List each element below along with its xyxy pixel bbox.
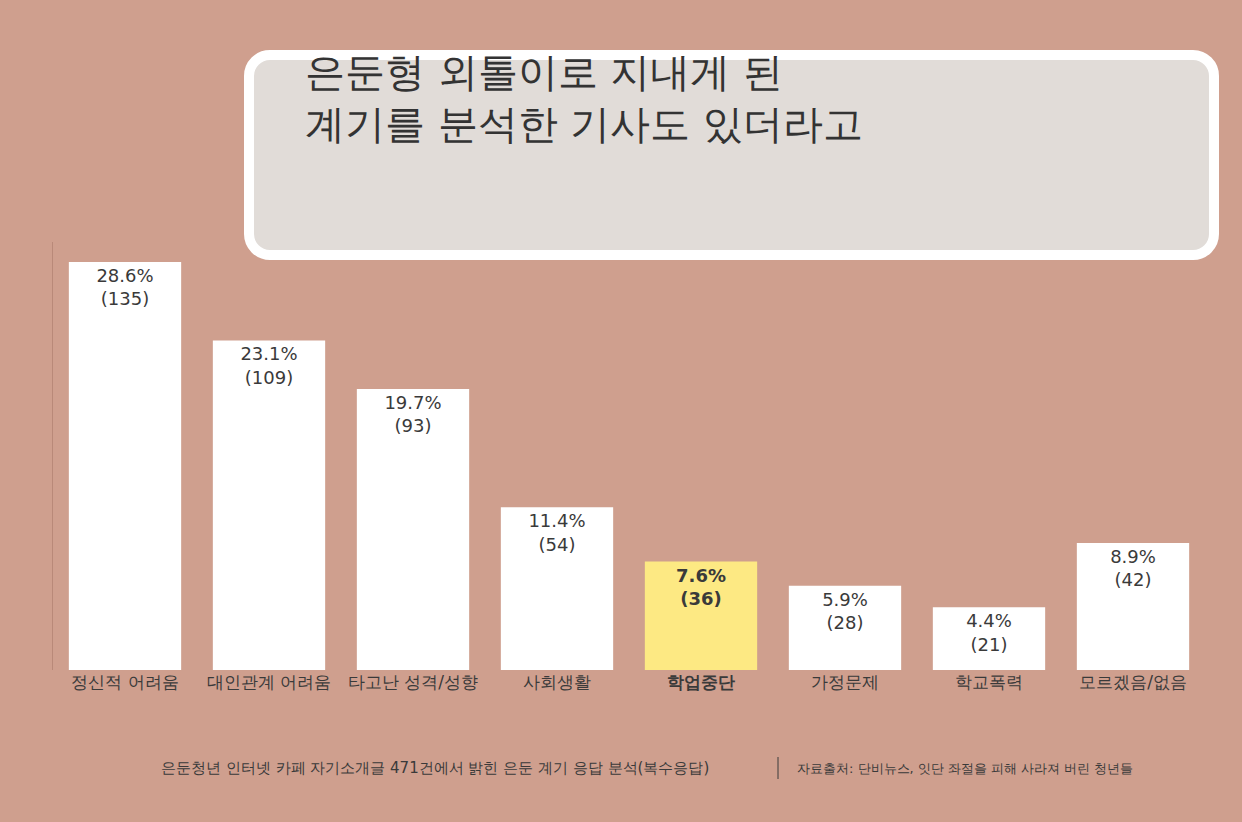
svg-text:자료출처: 단비뉴스, 잇단 좌절을 피해 사라져 버린 청: 자료출처: 단비뉴스, 잇단 좌절을 피해 사라져 버린 청년들: [797, 761, 1133, 776]
svg-text:5.9%(28): 5.9%(28): [822, 589, 868, 633]
svg-text:8.9%(42): 8.9%(42): [1110, 546, 1156, 590]
svg-text:가정문제: 가정문제: [811, 672, 879, 692]
svg-text:7.6%(36): 7.6%(36): [676, 565, 726, 609]
svg-text:23.1%(109): 23.1%(109): [240, 343, 297, 387]
svg-text:학업중단: 학업중단: [667, 672, 735, 692]
svg-text:28.6%(135): 28.6%(135): [96, 265, 153, 309]
svg-text:4.4%(21): 4.4%(21): [966, 610, 1012, 654]
svg-text:타고난 성격/성향: 타고난 성격/성향: [348, 672, 478, 692]
svg-text:학교폭력: 학교폭력: [955, 672, 1023, 692]
svg-text:정신적 어려움: 정신적 어려움: [71, 672, 178, 692]
svg-text:사회생활: 사회생활: [523, 672, 591, 692]
svg-text:은둔청년 인터넷 카페 자기소개글 471건에서 밝힌 은둔: 은둔청년 인터넷 카페 자기소개글 471건에서 밝힌 은둔 계기 응답 분석(…: [161, 759, 709, 777]
svg-text:은둔형 외톨이로 지내게 된계기를 분석한 기사도 있더라고: 은둔형 외톨이로 지내게 된계기를 분석한 기사도 있더라고: [305, 49, 863, 147]
svg-text:19.7%(93): 19.7%(93): [384, 392, 441, 436]
svg-text:대인관계 어려움: 대인관계 어려움: [207, 672, 331, 692]
svg-text:모르겠음/없음: 모르겠음/없음: [1079, 672, 1187, 692]
svg-text:11.4%(54): 11.4%(54): [528, 510, 585, 554]
